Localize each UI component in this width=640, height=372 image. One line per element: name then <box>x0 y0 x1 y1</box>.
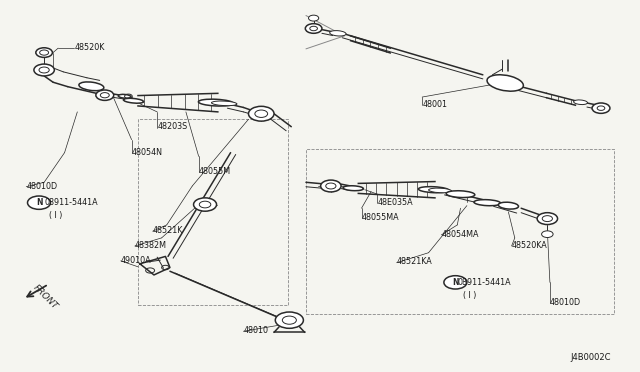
Ellipse shape <box>330 31 346 36</box>
Text: 48521K: 48521K <box>153 226 183 235</box>
Text: J4B0002C: J4B0002C <box>570 353 611 362</box>
Circle shape <box>321 180 341 192</box>
Ellipse shape <box>499 202 518 209</box>
Text: 48010D: 48010D <box>26 182 58 190</box>
Ellipse shape <box>429 188 451 193</box>
Text: N: N <box>36 198 42 207</box>
Text: 48E035A: 48E035A <box>378 198 413 207</box>
Ellipse shape <box>118 94 131 98</box>
Text: 48055M: 48055M <box>198 167 231 176</box>
Text: 48203S: 48203S <box>157 122 188 131</box>
Text: 48054N: 48054N <box>132 148 163 157</box>
Ellipse shape <box>474 200 500 206</box>
Circle shape <box>248 106 274 121</box>
Ellipse shape <box>343 186 364 191</box>
Circle shape <box>275 312 303 328</box>
Ellipse shape <box>446 191 475 198</box>
Ellipse shape <box>79 82 104 91</box>
Text: 48001: 48001 <box>422 100 447 109</box>
Text: FRONT: FRONT <box>31 283 60 311</box>
Text: ( I ): ( I ) <box>463 291 476 300</box>
Ellipse shape <box>198 99 234 106</box>
Circle shape <box>96 90 114 100</box>
Text: N: N <box>452 278 459 287</box>
Text: 48010: 48010 <box>243 326 268 335</box>
Text: 48382M: 48382M <box>135 241 167 250</box>
Text: 08911-5441A: 08911-5441A <box>458 278 511 287</box>
Circle shape <box>444 276 467 289</box>
Text: 48055MA: 48055MA <box>362 213 399 222</box>
Ellipse shape <box>419 187 449 193</box>
Circle shape <box>541 231 553 237</box>
Circle shape <box>36 48 52 57</box>
Circle shape <box>537 213 557 225</box>
Text: 48520KA: 48520KA <box>511 241 547 250</box>
Circle shape <box>193 198 216 211</box>
Ellipse shape <box>124 98 143 103</box>
Circle shape <box>305 24 322 33</box>
Text: ( I ): ( I ) <box>49 211 63 220</box>
Text: 49010A: 49010A <box>121 256 152 264</box>
Circle shape <box>28 196 51 209</box>
Text: 48520K: 48520K <box>74 42 104 51</box>
Text: 08911-5441A: 08911-5441A <box>44 198 98 207</box>
Text: 48010D: 48010D <box>550 298 581 307</box>
Text: 48054MA: 48054MA <box>442 230 479 239</box>
Circle shape <box>592 103 610 113</box>
Circle shape <box>34 64 54 76</box>
Text: 48521KA: 48521KA <box>397 257 433 266</box>
Circle shape <box>308 15 319 21</box>
Ellipse shape <box>211 101 237 106</box>
Ellipse shape <box>573 100 588 105</box>
Ellipse shape <box>487 75 524 91</box>
